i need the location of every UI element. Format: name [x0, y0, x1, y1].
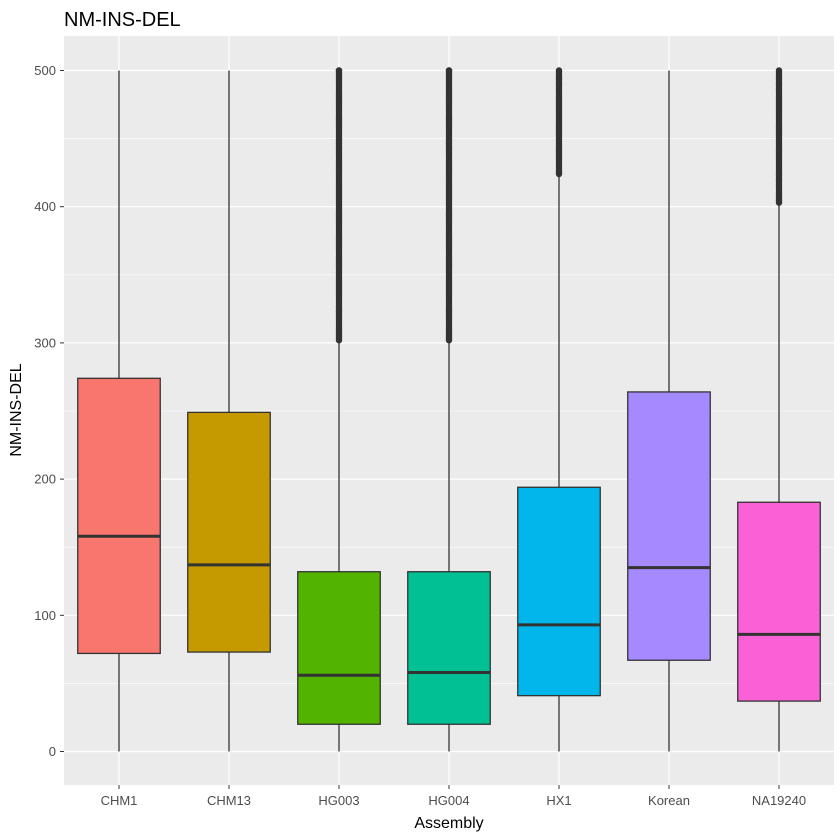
box-iqr	[297, 571, 381, 725]
y-tick-label: 100	[34, 608, 56, 623]
box-HG004	[407, 67, 491, 752]
y-tick-label: 200	[34, 472, 56, 487]
box-iqr	[627, 391, 711, 661]
x-axis-title: Assembly	[414, 815, 483, 832]
box-CHM13	[187, 70, 271, 752]
box-iqr	[407, 571, 491, 725]
y-tick-label: 300	[34, 335, 56, 350]
y-axis-title: NM-INS-DEL	[8, 363, 25, 456]
x-tick-label: HX1	[546, 793, 571, 808]
box-iqr	[517, 486, 601, 697]
box-HX1	[517, 67, 601, 752]
x-axis: CHM1 CHM13 HG003 HG004 HX1 Korean NA19240	[101, 785, 806, 808]
x-tick-label: HG004	[428, 793, 469, 808]
boxes	[77, 67, 821, 752]
chart-title: NM-INS-DEL	[64, 9, 181, 31]
box-CHM1	[77, 70, 161, 752]
outlier-point	[555, 67, 563, 74]
x-tick-label: CHM13	[207, 793, 251, 808]
x-tick-label: NA19240	[752, 793, 806, 808]
y-tick-label: 0	[49, 744, 56, 759]
x-tick-label: Korean	[648, 793, 690, 808]
x-tick-label: HG003	[318, 793, 359, 808]
outlier-point	[775, 67, 783, 74]
box-iqr	[187, 411, 271, 653]
y-tick-label: 500	[34, 63, 56, 78]
box-Korean	[627, 70, 711, 752]
outlier-point	[445, 67, 453, 74]
box-NA19240	[737, 67, 821, 752]
box-iqr	[77, 377, 161, 655]
box-HG003	[297, 67, 381, 752]
outlier-point	[335, 67, 343, 74]
y-axis: 0 100 200 300 400 500	[34, 63, 64, 759]
y-tick-label: 400	[34, 199, 56, 214]
box-iqr	[737, 501, 821, 702]
x-tick-label: CHM1	[101, 793, 138, 808]
